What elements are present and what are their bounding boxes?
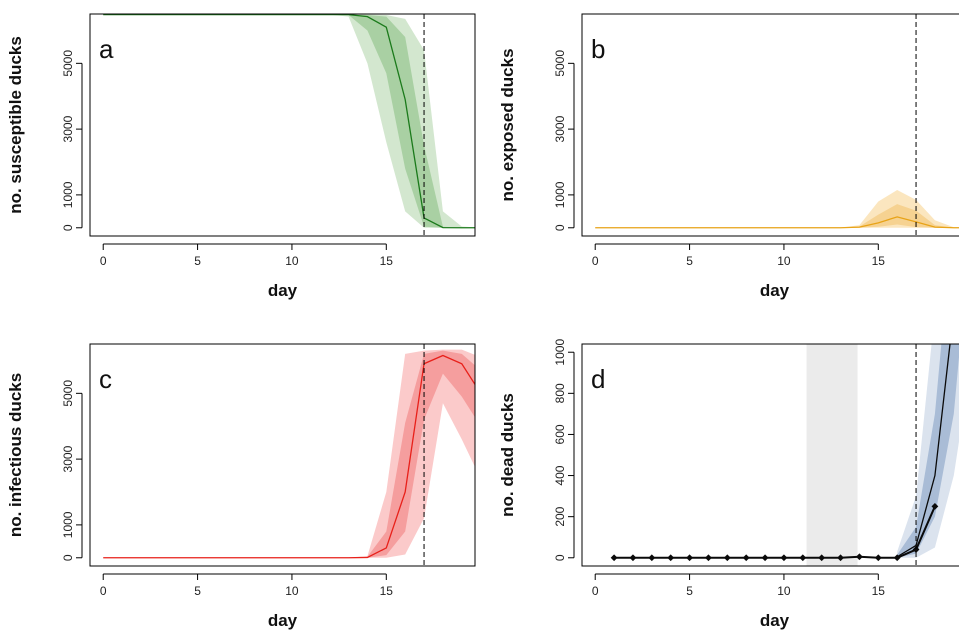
observed-line [614,505,936,559]
median-line [595,216,959,229]
plot-area [610,344,959,566]
panel-letter: a [99,34,114,64]
y-tick-label: 800 [553,383,567,403]
observed-point [874,554,882,562]
outer-credible-band [103,14,475,228]
x-tick-label: 0 [592,584,599,598]
x-tick-label: 5 [686,584,693,598]
x-tick-label: 15 [872,584,886,598]
plot-area [595,14,959,236]
x-tick-label: 0 [100,254,107,268]
y-axis-label: no. dead ducks [498,393,517,517]
panel-c: 0 5 10 15 day 0 1000 3000 5000 no. infectious duc… [6,343,476,630]
x-tick-label: 15 [872,254,886,268]
observed-point [799,554,807,562]
inner-credible-band [103,350,475,558]
y-tick-label: 1000 [61,511,75,538]
observed-point [912,546,920,553]
observed-point [705,554,712,562]
observed-point [648,554,656,562]
x-tick-label: 15 [380,584,394,598]
panel-letter: c [99,364,112,394]
y-tick-label: 400 [553,465,567,485]
x-axis-label: day [760,281,790,300]
observed-point [629,554,637,562]
observed-point [931,502,939,510]
shaded-period [806,344,858,566]
x-tick-label: 0 [592,254,599,268]
x-tick-label: 5 [686,254,693,268]
observed-point [856,553,863,561]
x-axis: 0 5 10 15 day [100,573,394,630]
x-axis: 0 5 10 15 day [592,243,886,300]
y-tick-label: 5000 [553,50,567,77]
x-tick-label: 10 [777,584,791,598]
observed-point [667,554,675,562]
observed-point [723,554,731,562]
y-tick-label: 5000 [61,50,75,77]
median-line [103,354,475,559]
observed-point [837,554,844,562]
plot-frame [581,13,959,237]
panel-a: 0 5 10 15 day 0 1000 3000 5000 no. susceptible du… [6,13,476,300]
panel-letter: b [591,34,605,64]
observed-point [893,554,901,562]
x-tick-label: 10 [777,254,791,268]
x-axis-label: day [760,611,790,630]
y-axis-label: no. susceptible ducks [6,36,25,214]
x-axis: 0 5 10 15 day [592,573,886,630]
y-axis: 0 1000 3000 5000 no. infectious ducks [6,373,83,561]
x-tick-label: 0 [100,584,107,598]
x-tick-label: 15 [380,254,394,268]
inner-credible-band [103,14,475,228]
y-tick-label: 0 [61,554,75,561]
y-tick-label: 0 [553,224,567,231]
y-axis: 0 200 400 600 800 1000 no. dead ducks [498,339,575,561]
inner-credible-band [595,204,959,228]
observed-point [818,554,826,562]
x-tick-label: 5 [194,584,201,598]
panel-b: 0 5 10 15 day 0 1000 3000 5000 no. exposed ducks b [498,13,959,300]
plot-area [103,344,475,566]
y-axis: 0 1000 3000 5000 no. susceptible ducks [6,36,83,231]
plot-frame [89,343,476,567]
observed-point [686,554,693,562]
y-tick-label: 1000 [553,181,567,208]
y-tick-label: 3000 [61,115,75,142]
y-tick-label: 1000 [553,339,567,366]
observed-point [742,554,750,562]
y-tick-label: 3000 [61,445,75,472]
y-tick-label: 0 [553,554,567,561]
x-axis: 0 5 10 15 day [100,243,394,300]
y-tick-label: 600 [553,424,567,444]
plot-frame [581,343,959,567]
x-tick-label: 10 [285,584,299,598]
panel-letter: d [591,364,605,394]
plot-frame [89,13,476,237]
observed-point [780,554,788,562]
y-axis-label: no. exposed ducks [498,48,517,201]
x-axis-label: day [268,611,298,630]
y-tick-label: 3000 [553,115,567,142]
y-tick-label: 1000 [61,181,75,208]
median-line [896,344,951,558]
panel-d: 0 5 10 15 day 0 200 400 600 800 1000 no. dead ducks… [498,339,959,630]
x-axis-label: day [268,281,298,300]
x-tick-label: 5 [194,254,201,268]
outer-credible-band [595,189,959,228]
observed-point [610,554,618,562]
plot-area [103,14,475,236]
y-axis-label: no. infectious ducks [6,373,25,537]
x-tick-label: 10 [285,254,299,268]
observed-point [761,554,769,562]
y-axis: 0 1000 3000 5000 no. exposed ducks [498,48,575,231]
y-tick-label: 5000 [61,380,75,407]
y-tick-label: 0 [61,224,75,231]
y-tick-label: 200 [553,506,567,526]
median-line [103,14,475,229]
